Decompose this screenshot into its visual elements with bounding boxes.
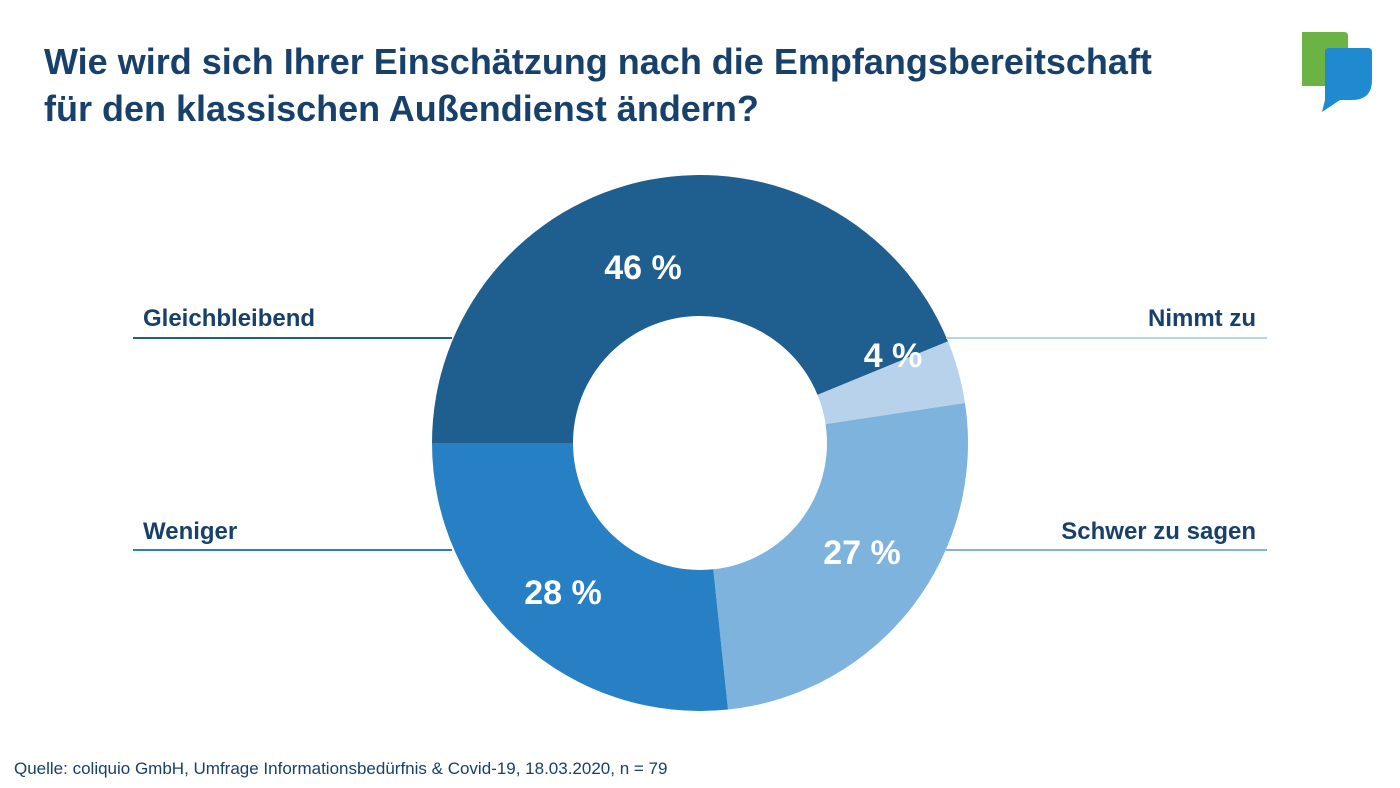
slice-gleichbleibend bbox=[432, 174, 948, 443]
legend-label-weniger: Weniger bbox=[143, 518, 237, 545]
chart-title-line-2: für den klassischen Außendienst ändern? bbox=[44, 88, 759, 129]
data-label-weniger: 28 % bbox=[524, 574, 602, 612]
legend-label-schwer-zu-sagen: Schwer zu sagen bbox=[1061, 518, 1256, 545]
data-label-nimmt-zu: 4 % bbox=[864, 337, 923, 375]
slice-weniger bbox=[432, 443, 729, 711]
slice-schwer-zu-sagen bbox=[713, 403, 968, 710]
legend-label-nimmt-zu: Nimmt zu bbox=[1148, 305, 1256, 332]
data-label-gleichbleibend: 46 % bbox=[604, 249, 682, 287]
legend: Gleichbleibend Nimmt zu Schwer zu sagen … bbox=[133, 305, 1267, 551]
data-labels: 46 % 4 % 27 % 28 % bbox=[524, 249, 922, 612]
speech-bubbles-logo-icon bbox=[1302, 32, 1372, 112]
chart-title-line-1: Wie wird sich Ihrer Einschätzung nach di… bbox=[44, 41, 1152, 82]
legend-label-gleichbleibend: Gleichbleibend bbox=[143, 305, 315, 332]
donut-chart bbox=[432, 174, 968, 711]
source-note: Quelle: coliquio GmbH, Umfrage Informati… bbox=[14, 759, 667, 778]
data-label-schwer-zu-sagen: 27 % bbox=[823, 534, 901, 572]
slice-nimmt-zu bbox=[817, 341, 966, 425]
